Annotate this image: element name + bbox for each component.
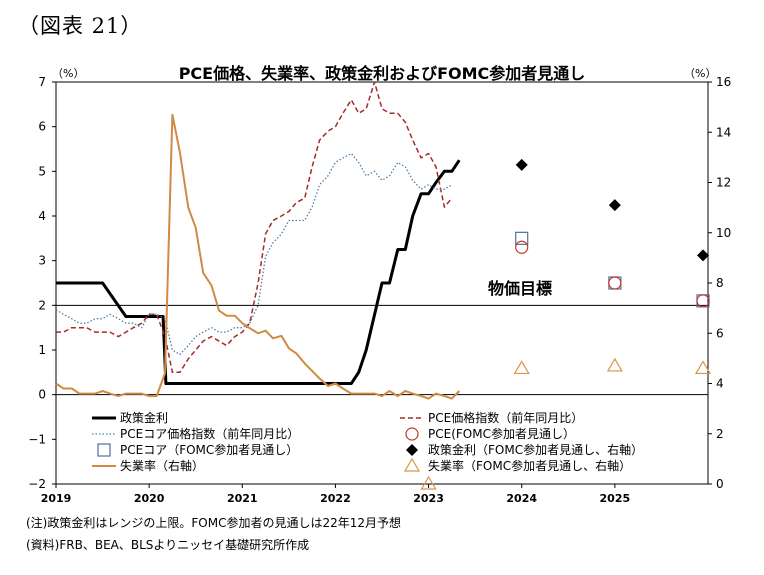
right-axis-unit: （%）: [684, 67, 716, 80]
unemployment-line: [55, 113, 461, 400]
right-tick-label: 8: [716, 276, 724, 290]
unemployment-forecast-triangle: [420, 475, 437, 490]
left-tick-label: −2: [28, 477, 46, 491]
policy-forecast-diamond: [608, 199, 621, 212]
left-tick-label: 0: [38, 388, 46, 402]
core-forecast-square: [515, 231, 529, 245]
left-tick-label: −1: [28, 432, 46, 446]
pce-line: [56, 81, 453, 374]
legend-key-triangle: [403, 457, 421, 472]
right-tick-label: 16: [716, 75, 731, 89]
legend-label: PCEコア価格指数（前年同月比）: [120, 426, 299, 441]
left-tick-label: 5: [38, 164, 46, 178]
left-tick-label: 2: [38, 298, 46, 312]
x-tick-label: 2022: [320, 492, 351, 505]
x-tick-label: 2025: [600, 492, 631, 505]
pce-forecast-circle: [696, 294, 710, 308]
figure-label: （図表 21）: [18, 14, 143, 38]
left-tick-label: 1: [38, 343, 46, 357]
unemployment-forecast-triangle: [694, 360, 712, 375]
chart-title: PCE価格、失業率、政策金利およびFOMC参加者見通し: [179, 64, 586, 83]
legend-key-circle: [405, 427, 419, 441]
unemployment-forecast-triangle: [513, 360, 530, 375]
legend-label: PCE価格指数（前年同月比）: [428, 410, 583, 425]
legend-label: PCE(FOMC参加者見通し）: [428, 426, 575, 441]
right-tick-label: 4: [716, 377, 724, 391]
unemployment-forecast-triangle: [606, 357, 623, 372]
right-tick-label: 0: [716, 477, 724, 491]
x-tick-label: 2024: [506, 492, 537, 505]
note-text: (注)政策金利はレンジの上限。FOMC参加者の見通しは22年12月予想: [26, 516, 401, 530]
x-tick-label: 2019: [41, 492, 72, 505]
legend: 政策金利 PCE価格指数（前年同月比） PCEコア価格指数（前年同月比） PCE(FO…: [92, 410, 643, 473]
pce-forecast-circle: [515, 240, 529, 254]
left-tick-label: 6: [38, 120, 46, 134]
policy-rate-line: [56, 159, 461, 385]
policy-forecast-diamond: [697, 249, 709, 262]
left-tick-label: 3: [38, 254, 46, 268]
right-tick-label: 2: [716, 427, 724, 441]
legend-label: 政策金利: [120, 410, 168, 425]
legend-label: 政策金利（FOMC参加者見通し、右軸）: [428, 442, 643, 457]
x-tick-label: 2020: [134, 492, 165, 505]
legend-label: 失業率（右軸）: [120, 458, 204, 473]
core-pce-line: [55, 152, 453, 356]
legend-label: 失業率（FOMC参加者見通し、右軸）: [428, 458, 631, 473]
left-tick-label: 7: [38, 75, 46, 89]
right-tick-label: 14: [716, 125, 731, 139]
legend-key-diamond: [406, 444, 418, 456]
plot-group: [55, 81, 712, 490]
legend-key-square: [97, 443, 111, 457]
pce-forecast-circle: [608, 276, 622, 290]
left-tick-label: 4: [38, 209, 46, 223]
right-tick-label: 10: [716, 226, 731, 240]
source-text: (資料)FRB、BEA、BLSよりニッセイ基礎研究所作成: [26, 538, 310, 552]
right-tick-label: 12: [716, 176, 731, 190]
x-tick-label: 2023: [413, 492, 444, 505]
policy-forecast-diamond: [515, 158, 528, 171]
left-axis-unit: （%）: [52, 67, 84, 80]
x-tick-label: 2021: [227, 492, 258, 505]
right-tick-label: 6: [716, 326, 724, 340]
reference-line-label: 物価目標: [488, 279, 552, 298]
legend-label: PCEコア（FOMC参加者見通し）: [120, 442, 298, 457]
